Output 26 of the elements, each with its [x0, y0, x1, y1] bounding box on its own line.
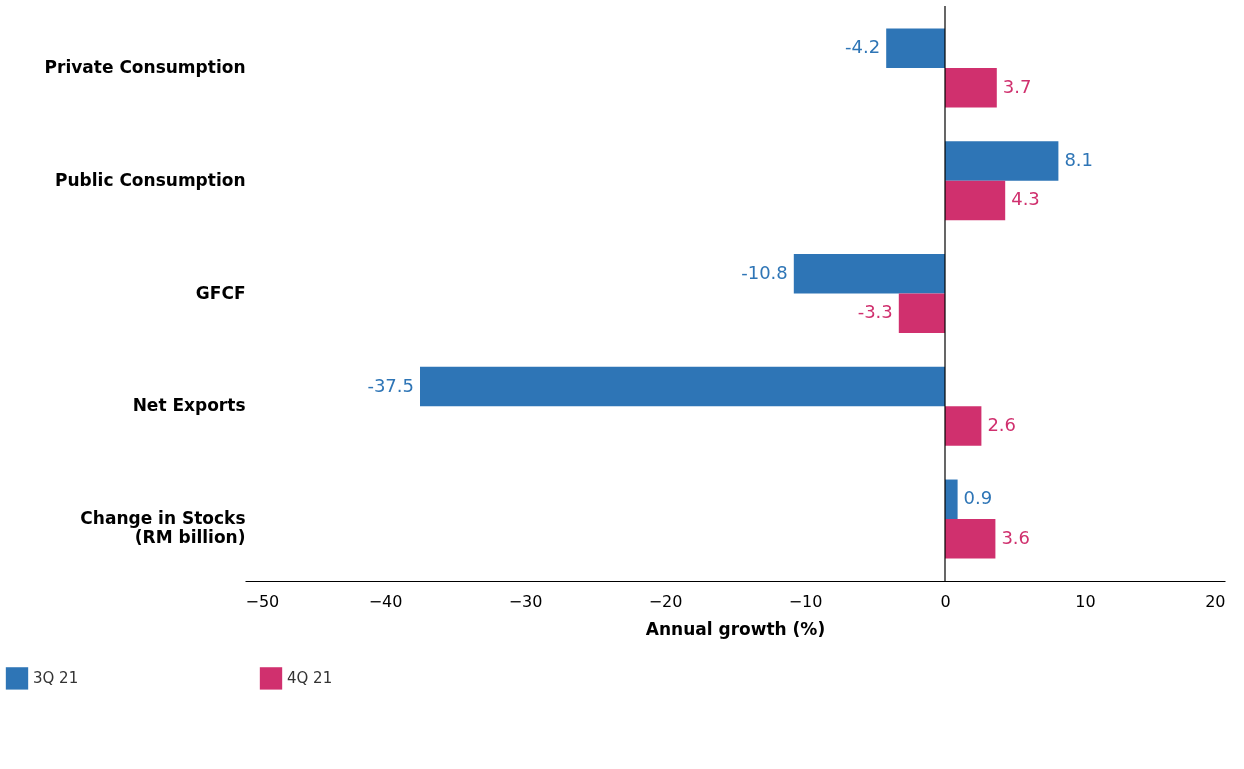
y-tick-label: Private Consumption: [44, 57, 246, 78]
legend-label: 3Q 21: [33, 669, 79, 688]
y-tick-label: Net Exports: [132, 395, 246, 416]
data-label: 4.3: [1011, 188, 1040, 210]
x-tick-label: −10: [788, 591, 823, 611]
x-tick-label: −50: [245, 591, 280, 611]
data-label: 3.6: [1001, 526, 1031, 548]
legend-label: 4Q 21: [287, 669, 333, 688]
y-tick-label: GFCF: [195, 282, 246, 303]
data-label: 8.1: [1064, 149, 1094, 171]
data-label: -37.5: [367, 374, 414, 396]
data-label: 0.9: [963, 487, 993, 509]
y-tick-label: Change in Stocks (RM billion): [80, 507, 246, 547]
x-tick-label: −30: [508, 591, 543, 611]
x-tick-label: −40: [368, 591, 403, 611]
data-label: -10.8: [741, 261, 788, 283]
data-label: -3.3: [857, 301, 893, 323]
x-tick-label: −20: [648, 591, 683, 611]
x-tick-label: 20: [1205, 591, 1226, 611]
x-tick-label: 0: [940, 591, 951, 611]
y-tick-label: Public Consumption: [55, 169, 246, 190]
x-tick-label: 10: [1075, 591, 1096, 611]
data-label: 2.6: [987, 413, 1017, 435]
x-axis-title: Annual growth (%): [645, 618, 826, 639]
data-label: -4.2: [845, 36, 881, 58]
data-label: 3.7: [1002, 75, 1032, 97]
